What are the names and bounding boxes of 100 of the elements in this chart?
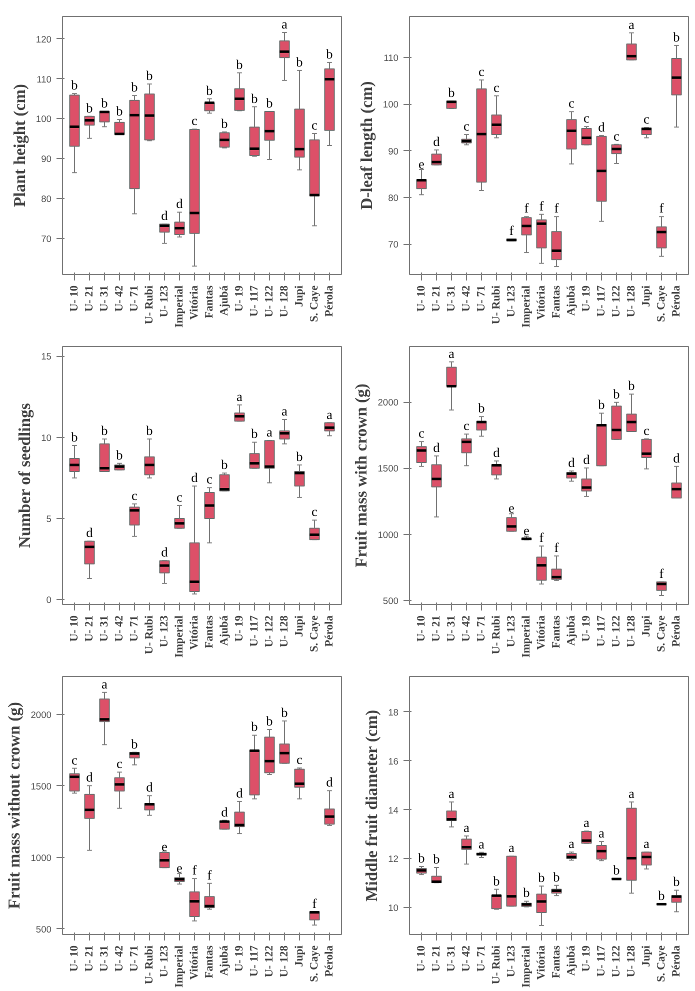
x-tick-label: U- 21 [430,615,442,642]
annotation: b [628,378,636,394]
x-tick-label: U- 10 [68,615,80,642]
x-tick-label: Ajubá [218,285,230,316]
x-tick-label: Vitória [188,945,200,980]
x-tick-label: Vitória [536,945,548,980]
x-tick-label: Imperial [520,285,532,328]
annotation: c [464,418,470,434]
annotation: f [207,867,212,882]
annotation: b [146,422,154,438]
y-axis-title: Fruit mass without crown (g) [4,702,24,909]
x-tick-label: Fantas [550,944,562,978]
x-tick-label: U- 128 [278,285,290,318]
annotation: c [644,112,650,127]
annotation: b [251,90,258,106]
annotation: a [448,346,455,361]
x-tick-label: Imperial [174,945,186,988]
annotation: d [433,440,440,455]
annotation: b [418,850,426,866]
x-tick-label: Imperial [520,945,532,988]
annotation: c [478,64,485,79]
x-tick-label: S. Caye [656,945,668,982]
annotation: a [282,404,288,419]
x-tick-label: S. Caye [656,615,668,652]
x-tick-label: U- 19 [234,285,246,312]
x-tick-label: U- 42 [114,945,126,972]
x-tick-label: Pérola [670,615,682,647]
x-tick-label: U- 122 [610,285,622,318]
x-tick-label: U- 10 [68,285,80,312]
annotation: a [478,836,485,852]
x-tick-label: Jupi [640,945,652,967]
x-tick-label: Ajubá [218,615,230,646]
annotation: b [538,870,546,886]
annotation: d [161,544,168,560]
annotation: a [102,676,108,692]
annotation: b [101,96,108,111]
annotation: b [296,448,304,464]
annotation: a [236,388,243,404]
x-tick-label: U- 123 [158,945,170,978]
y-axis-title: Fruit mass with crown (g) [352,384,371,568]
annotation: c [312,504,318,520]
x-tick-label: Pérola [324,285,336,317]
annotation: f [659,566,664,581]
x-tick-label: Ajubá [566,615,578,646]
x-tick-label: U- 19 [234,615,246,642]
annotation: c [116,756,123,772]
annotation: c [418,426,425,441]
annotation: f [509,223,514,238]
x-tick-label: Vitória [536,285,548,320]
annotation: c [176,490,183,505]
annotation: a [644,836,650,852]
annotation: b [658,888,666,903]
x-tick-label: Ajubá [218,945,230,976]
x-tick-label: U- 71 [476,285,488,312]
annotation: f [524,200,530,216]
annotation: d [236,785,244,800]
annotation: c [614,128,620,144]
x-tick-label: U- 31 [446,285,458,312]
annotation: b [266,96,274,111]
y-tick-label: 500 [382,596,399,606]
x-tick-label: Pérola [324,615,336,647]
y-tick-label: 14 [388,805,399,816]
annotation: a [448,786,455,801]
y-axis-title: Plant height (cm) [10,84,29,208]
annotation: b [296,54,304,70]
annotation: b [86,100,94,116]
x-tick-label: U- Rubi [144,285,156,324]
annotation: d [673,450,680,466]
x-tick-label: U- 128 [626,615,638,648]
x-tick-label: U- Rubi [144,615,156,654]
annotation: b [116,104,124,119]
y-tick-label: 5 [46,514,52,524]
x-tick-label: U- 71 [128,615,140,642]
annotation: b [613,386,620,402]
y-tick-label: 10 [388,903,399,914]
x-tick-label: U- 122 [264,285,276,318]
annotation: f [659,200,664,216]
annotation: b [221,457,228,472]
x-tick-label: Fantas [204,944,216,978]
x-tick-label: U- 117 [596,615,608,647]
y-tick-label: 120 [36,34,52,44]
annotation: b [326,46,334,62]
annotation: a [266,424,273,440]
annotation: d [191,470,198,486]
x-tick-label: Vitória [188,285,200,320]
annotation: b [553,869,560,884]
annotation: d [568,455,576,470]
annotation: b [266,714,274,729]
annotation: c [192,113,198,128]
annotation: e [524,523,530,538]
annotation: b [478,400,486,416]
annotation: c [132,488,138,503]
y-tick-label: 100 [36,114,52,124]
x-tick-label: Vitória [188,615,200,650]
annotation: d [161,208,168,224]
x-tick-label: Fantas [204,284,216,318]
annotation: e [162,838,168,854]
x-tick-label: U- 31 [98,285,110,312]
x-tick-label: U- 71 [128,285,140,312]
annotation: f [539,198,544,214]
